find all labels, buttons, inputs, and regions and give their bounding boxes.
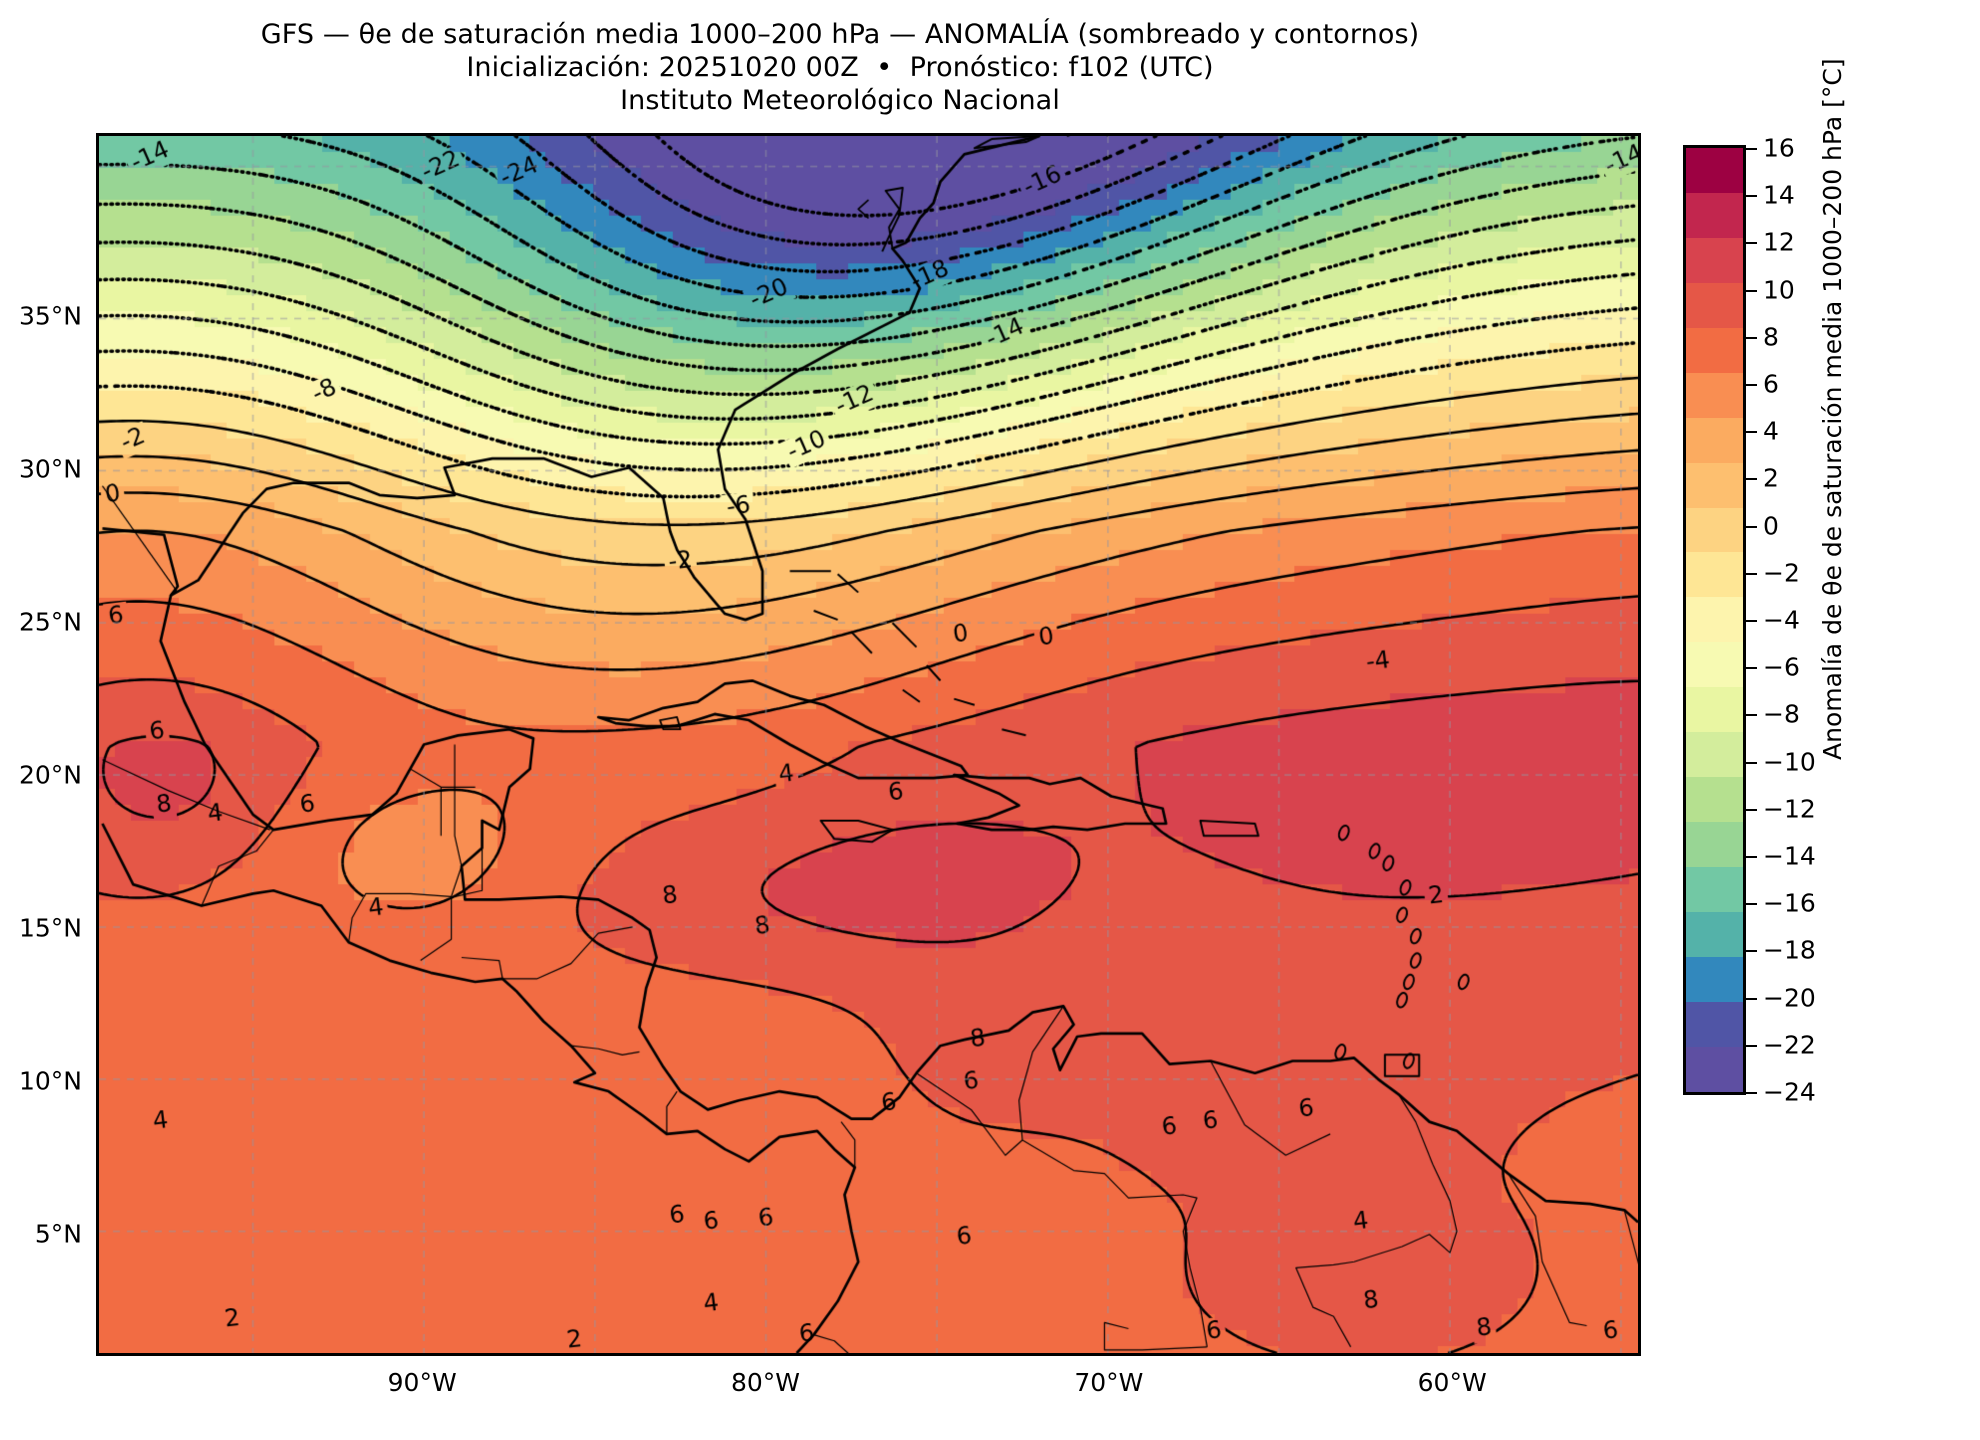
colorbar-tick-label: 4	[1763, 416, 1779, 446]
colorbar-tick-label: 16	[1763, 133, 1795, 163]
colorbar-tick	[1746, 289, 1757, 292]
colorbar-swatch	[1686, 642, 1743, 688]
colorbar-swatch	[1686, 148, 1743, 193]
colorbar-tick	[1746, 431, 1757, 434]
colorbar-tick	[1746, 336, 1757, 339]
colorbar-group: 16 14 12 10 8 6 4 2 0 −2 −4 −6 −8 −10 −12 −14 −16 −18 −20 −…	[1683, 134, 1816, 1107]
colorbar-tick	[1746, 1092, 1757, 1094]
colorbar-tick	[1746, 195, 1757, 198]
colorbar-swatch	[1686, 1046, 1743, 1092]
colorbar-swatch	[1686, 1001, 1743, 1047]
colorbar-tick-label: −18	[1763, 935, 1816, 965]
colorbar-tick-label: −20	[1763, 983, 1816, 1013]
longitude-tick-label: 80°W	[730, 1368, 801, 1397]
colorbar-swatch	[1686, 777, 1743, 823]
colorbar-tick-label: 10	[1763, 275, 1795, 305]
colorbar-swatch	[1686, 462, 1743, 508]
colorbar-tick-label: 2	[1763, 463, 1779, 493]
colorbar-tick-label: −14	[1763, 841, 1816, 871]
colorbar-tick-label: −16	[1763, 888, 1816, 918]
colorbar-tick	[1746, 1044, 1757, 1047]
colorbar-tick	[1746, 242, 1757, 245]
colorbar-tick	[1746, 525, 1757, 528]
title-subtitle: Inicialización: 20251020 00Z • Pronóstic…	[466, 52, 1214, 83]
colorbar-tick	[1746, 148, 1757, 150]
colorbar-swatch	[1686, 956, 1743, 1002]
colorbar-tick-label: −6	[1763, 652, 1800, 682]
colorbar-tick-label: 0	[1763, 511, 1779, 541]
colorbar-swatch	[1686, 372, 1743, 418]
colorbar-tick	[1746, 384, 1757, 386]
colorbar-swatch	[1686, 822, 1743, 867]
colorbar-tick	[1746, 572, 1757, 575]
longitude-tick-label: 90°W	[387, 1368, 457, 1397]
colorbar-swatch	[1686, 687, 1743, 733]
colorbar-swatch	[1686, 597, 1743, 643]
latitude-tick-label: 30°N	[18, 454, 82, 484]
colorbar-tick-label: −4	[1763, 605, 1800, 635]
title-source: Instituto Meteorológico Nacional	[620, 85, 1060, 116]
coastline-layer	[99, 136, 1638, 1353]
latitude-tick-label: 35°N	[18, 301, 82, 331]
colorbar-tick	[1746, 667, 1757, 670]
latitude-tick-label: 25°N	[18, 607, 82, 637]
colorbar-swatch	[1686, 552, 1743, 598]
colorbar-swatch	[1686, 327, 1743, 373]
colorbar-swatch	[1686, 417, 1743, 463]
colorbar-tick-label: 6	[1763, 369, 1779, 399]
colorbar-tick	[1746, 714, 1757, 717]
longitude-tick-label: 70°W	[1074, 1368, 1144, 1397]
colorbar-tick	[1746, 950, 1757, 953]
map-plot-area[interactable]	[96, 133, 1641, 1356]
colorbar-tick	[1746, 997, 1757, 1000]
colorbar-swatch	[1686, 732, 1743, 778]
colorbar-tick	[1746, 761, 1757, 764]
colorbar-tick	[1746, 808, 1757, 811]
colorbar-axis-label: Anomalía de θe de saturación media 1000–…	[1818, 58, 1847, 760]
colorbar-tick	[1746, 903, 1757, 906]
longitude-tick-label: 60°W	[1417, 1368, 1487, 1397]
latitude-tick-label: 20°N	[18, 760, 82, 790]
colorbar-tick	[1746, 478, 1757, 481]
colorbar-tick-label: 12	[1763, 227, 1795, 257]
latitude-tick-label: 15°N	[18, 913, 82, 943]
colorbar-swatch	[1686, 911, 1743, 957]
colorbar-tick-label: −8	[1763, 699, 1800, 729]
colorbar-tick-label: −22	[1763, 1030, 1816, 1060]
colorbar-tick	[1746, 620, 1757, 622]
colorbar-swatch	[1686, 507, 1743, 553]
colorbar-tick-label: −24	[1763, 1077, 1816, 1107]
colorbar-tick-label: −12	[1763, 794, 1816, 824]
colorbar-swatch	[1686, 192, 1743, 238]
chart-title-block: GFS — θe de saturación media 1000–200 hP…	[0, 18, 1680, 117]
colorbar-swatch	[1686, 867, 1743, 912]
page-title: GFS — θe de saturación media 1000–200 hP…	[260, 19, 1420, 50]
latitude-tick-label: 10°N	[18, 1066, 82, 1096]
colorbar-tick	[1746, 856, 1757, 858]
latitude-tick-label: 5°N	[34, 1219, 82, 1249]
colorbar-tick-label: −10	[1763, 747, 1816, 777]
colorbar-tick-label: 14	[1763, 180, 1795, 210]
colorbar-swatch	[1686, 282, 1743, 328]
colorbar-tick-label: 8	[1763, 322, 1779, 352]
colorbar[interactable]	[1683, 145, 1746, 1095]
colorbar-swatch	[1686, 237, 1743, 283]
colorbar-tick-label: −2	[1763, 558, 1800, 588]
